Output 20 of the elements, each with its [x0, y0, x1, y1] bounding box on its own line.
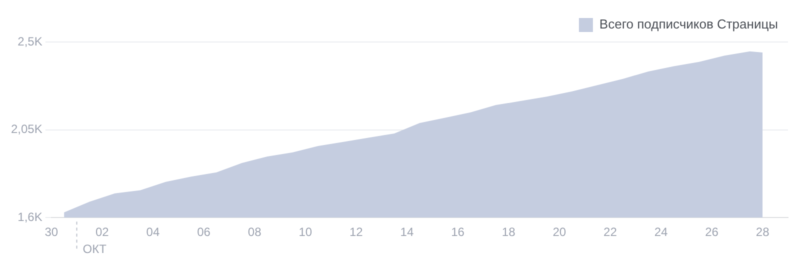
x-tick-label: 20	[552, 225, 566, 240]
x-tick-label: 26	[705, 225, 719, 240]
x-tick-label: 08	[248, 225, 262, 240]
x-tick-label: 16	[451, 225, 465, 240]
x-tick-label: 12	[349, 225, 364, 240]
x-tick-label: 14	[400, 225, 414, 240]
x-tick-label: 28	[756, 225, 770, 240]
x-tick-label: 10	[298, 225, 312, 240]
legend-label: Всего подписчиков Страницы	[599, 16, 778, 32]
y-tick-label: 2,05K	[11, 122, 42, 136]
x-tick-label: 30	[44, 225, 58, 240]
x-tick-label: 06	[197, 225, 211, 240]
text: ОКТ	[82, 242, 108, 256]
x-tick-label: 02	[95, 225, 110, 240]
y-tick-label: 1,6K	[18, 210, 42, 224]
x-tick-label: 04	[146, 225, 160, 240]
x-tick-label: 24	[654, 225, 668, 240]
x-tick-label: 18	[502, 225, 516, 240]
x-tick-label: 22	[604, 225, 618, 240]
y-tick-label: 2,5K	[18, 34, 42, 48]
